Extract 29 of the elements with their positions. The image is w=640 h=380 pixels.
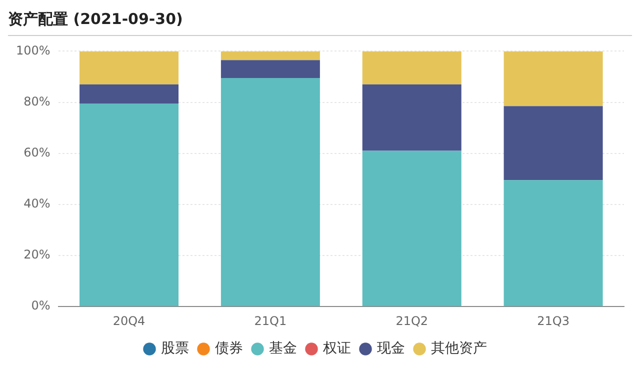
- bar: [362, 84, 462, 151]
- bar: [362, 150, 462, 306]
- bar: [220, 60, 320, 78]
- chart-title: 资产配置 (2021-09-30): [8, 8, 632, 36]
- y-tick-label: 60%: [24, 145, 50, 160]
- legend-label: 权证: [322, 340, 351, 357]
- y-tick-label: 80%: [24, 94, 50, 108]
- bar: [80, 84, 179, 104]
- x-tick-label: 21Q3: [537, 314, 570, 328]
- x-tick-label: 21Q2: [396, 314, 428, 328]
- bar: [504, 180, 603, 306]
- bar: [80, 104, 179, 306]
- bar: [80, 51, 179, 84]
- legend-label: 股票: [161, 340, 189, 357]
- legend-label: 现金: [377, 340, 405, 357]
- y-tick-label: 0%: [31, 298, 50, 313]
- y-tick-label: 100%: [16, 43, 50, 58]
- x-tick-label: 20Q4: [112, 314, 146, 328]
- bar: [504, 51, 603, 106]
- y-tick-label: 20%: [24, 248, 50, 262]
- bar: [220, 78, 320, 306]
- legend-label: 债券: [215, 340, 243, 357]
- bar: [220, 51, 320, 60]
- legend-label: 其他资产: [431, 340, 487, 357]
- bar: [362, 51, 462, 84]
- x-tick-label: 21Q1: [254, 314, 287, 328]
- bar: [504, 106, 603, 180]
- legend-label: 基金: [269, 340, 297, 357]
- y-tick-label: 40%: [24, 196, 50, 211]
